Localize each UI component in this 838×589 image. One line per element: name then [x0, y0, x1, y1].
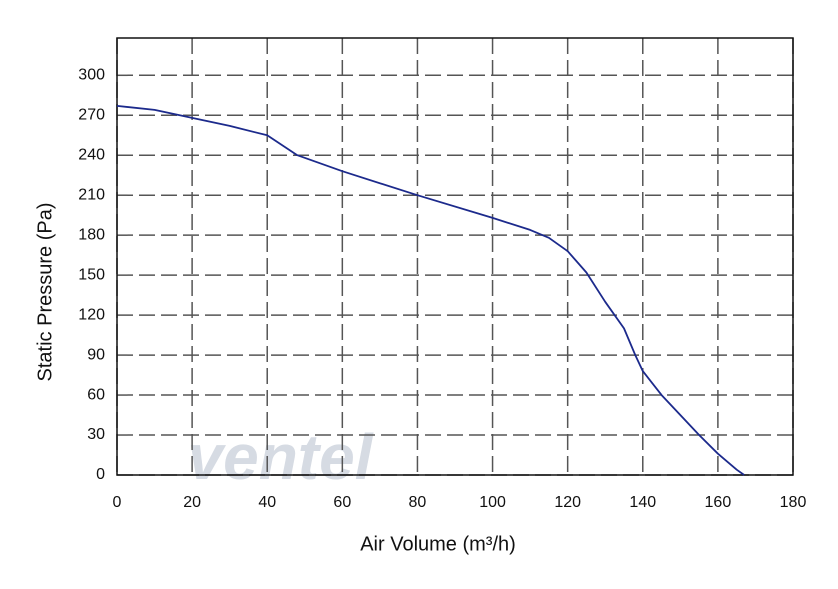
y-tick-label: 0	[96, 466, 105, 483]
x-tick-label: 0	[113, 494, 122, 511]
plot-frame	[116, 37, 794, 476]
y-tick-label: 270	[78, 106, 105, 123]
x-tick-label: 100	[479, 494, 506, 511]
x-tick-label: 140	[629, 494, 656, 511]
x-tick-label: 180	[780, 494, 807, 511]
y-tick-label: 120	[78, 306, 105, 323]
x-tick-label: 60	[333, 494, 351, 511]
y-tick-label: 210	[78, 186, 105, 203]
data-line	[116, 105, 745, 476]
x-tick-label: 160	[705, 494, 732, 511]
x-tick-label: 120	[554, 494, 581, 511]
y-tick-label: 240	[78, 146, 105, 163]
x-tick-label: 80	[409, 494, 427, 511]
y-tick-label: 30	[87, 426, 105, 443]
x-tick-label: 40	[258, 494, 276, 511]
y-tick-label: 60	[87, 386, 105, 403]
x-tick-label: 20	[183, 494, 201, 511]
y-tick-label: 150	[78, 266, 105, 283]
x-axis-label: Air Volume (m³/h)	[360, 533, 516, 555]
y-tick-label: 180	[78, 226, 105, 243]
y-tick-label: 90	[87, 346, 105, 363]
watermark: ventel	[188, 421, 374, 493]
y-axis-label: Static Pressure (Pa)	[34, 203, 56, 382]
y-tick-label: 300	[78, 67, 105, 84]
